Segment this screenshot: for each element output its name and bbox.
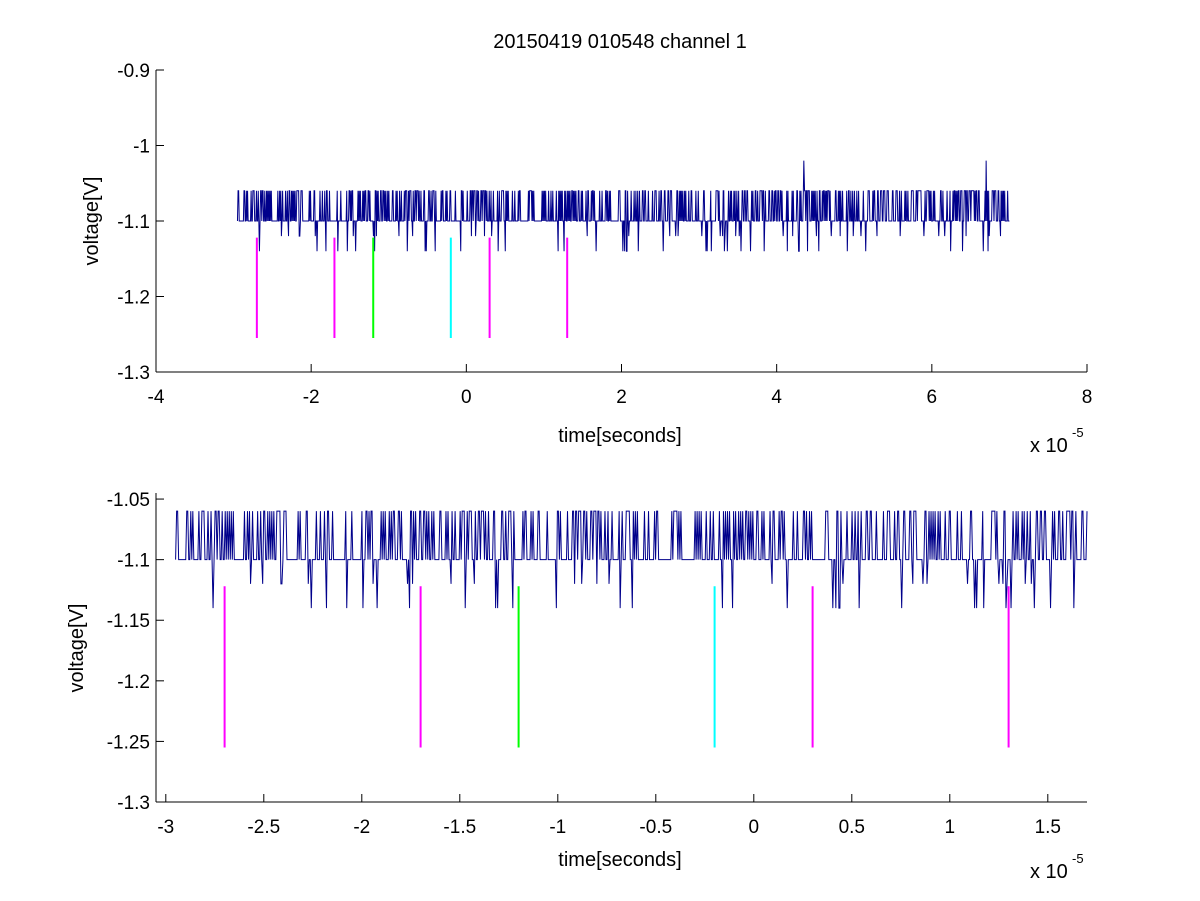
- top-y-tick-label: -0.9: [117, 61, 150, 82]
- top-ticks: -4 -2 0 2 4 6 8 -1.3 -1.2 -1.1 -1 -0.9: [117, 61, 1092, 408]
- bottom-signal-trace: [175, 510, 1088, 609]
- top-y-tick-label: -1.2: [117, 288, 150, 309]
- bottom-y-tick-label: -1.3: [117, 793, 150, 814]
- bottom-x-tick-label: 1.5: [1035, 817, 1061, 838]
- top-y-tick-label: -1.3: [117, 363, 150, 384]
- bottom-y-tick-label: -1.05: [107, 490, 150, 511]
- bottom-x-exponent-base: x 10: [1030, 861, 1068, 883]
- top-x-exponent-base: x 10: [1030, 435, 1068, 457]
- bottom-y-tick-label: -1.15: [107, 611, 150, 632]
- top-axes: -4 -2 0 2 4 6 8 -1.3 -1.2 -1.1 -1 -0.9 time[seconds…: [81, 61, 1092, 457]
- bottom-x-tick-label: -0.5: [639, 817, 672, 838]
- bottom-x-exponent-power: -5: [1072, 851, 1084, 866]
- bottom-frame: [155, 493, 1087, 803]
- top-y-tick-label: -1: [133, 137, 150, 158]
- top-x-tick-label: 6: [927, 387, 938, 408]
- top-x-exponent-label: x 10: [1030, 435, 1068, 457]
- chart-title: 20150419 010548 channel 1: [493, 31, 747, 53]
- bottom-y-tick-label: -1.1: [117, 551, 150, 572]
- top-x-tick-label: -4: [148, 387, 165, 408]
- bottom-axes: -3 -2.5 -2 -1.5 -1 -0.5 0 0.5 1 1.5 -1.3 -1.25 -1.2 -…: [66, 490, 1088, 883]
- bottom-y-axis-label: voltage[V]: [66, 604, 88, 693]
- top-x-tick-label: 4: [771, 387, 782, 408]
- bottom-x-tick-label: -2: [353, 817, 370, 838]
- top-marks: [236, 160, 1010, 339]
- bottom-x-tick-label: -1.5: [443, 817, 476, 838]
- bottom-x-tick-label: -1: [549, 817, 566, 838]
- bottom-x-axis-label: time[seconds]: [558, 849, 681, 871]
- top-x-axis-label: time[seconds]: [558, 425, 681, 447]
- top-x-tick-label: 0: [461, 387, 472, 408]
- bottom-x-tick-label: 0.5: [839, 817, 865, 838]
- bottom-x-tick-label: -3: [157, 817, 174, 838]
- bottom-x-tick-label: -2.5: [247, 817, 280, 838]
- top-x-tick-label: 2: [616, 387, 627, 408]
- top-x-tick-label: 8: [1082, 387, 1093, 408]
- bottom-x-tick-label: 1: [945, 817, 956, 838]
- bottom-ticks: -3 -2.5 -2 -1.5 -1 -0.5 0 0.5 1 1.5 -1.3 -1.25 -1.2 -…: [107, 490, 1061, 838]
- top-signal-trace: [236, 160, 1010, 252]
- bottom-y-tick-label: -1.2: [117, 672, 150, 693]
- bottom-x-exponent-label: x 10: [1030, 861, 1068, 883]
- top-y-tick-label: -1.1: [117, 212, 150, 233]
- bottom-x-tick-label: 0: [749, 817, 760, 838]
- bottom-y-tick-label: -1.25: [107, 732, 150, 753]
- top-y-axis-label: voltage[V]: [81, 177, 103, 266]
- top-x-tick-label: -2: [303, 387, 320, 408]
- top-x-exponent-power: -5: [1072, 425, 1084, 440]
- bottom-marks: [175, 510, 1088, 748]
